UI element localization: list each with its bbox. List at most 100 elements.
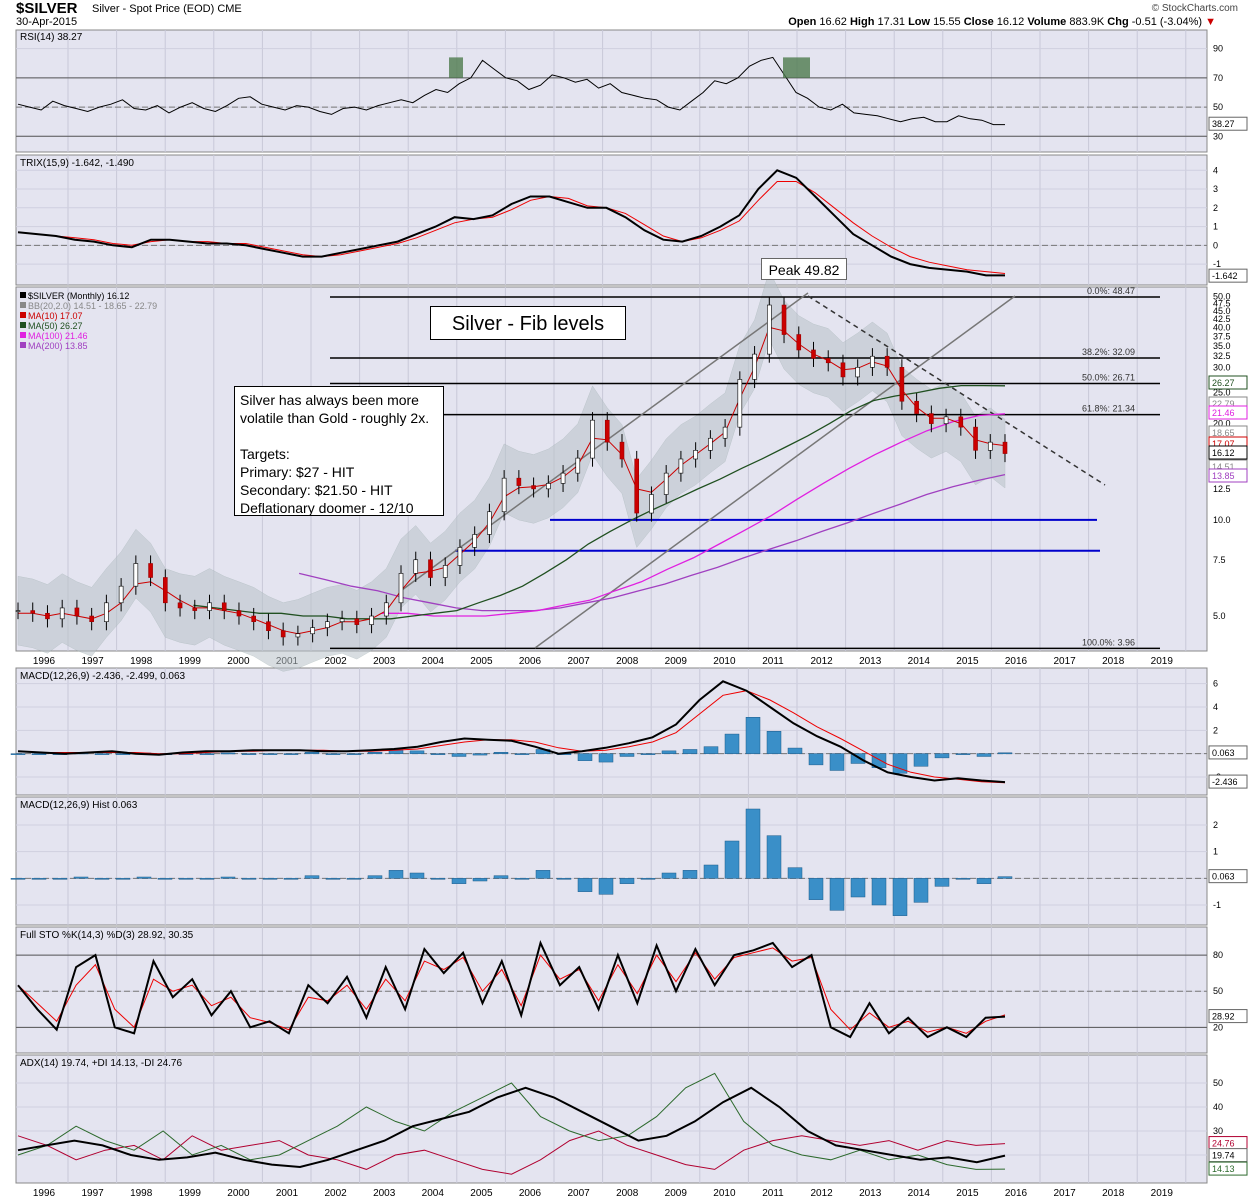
year-tick-label: 2010	[713, 656, 736, 667]
year-tick-label: 2007	[567, 656, 590, 667]
adx-line	[17, 1086, 1006, 1169]
price-bar-body	[251, 615, 257, 622]
price-right-label: 17.07	[1212, 439, 1235, 449]
note-line: Deflationary doomer - 12/10	[240, 500, 414, 516]
downtrend-line	[807, 295, 1106, 486]
hist-bar	[787, 867, 803, 879]
macd-hist-bar	[430, 753, 446, 755]
year-tick-label: 2010	[713, 1188, 736, 1199]
price-bar-body	[737, 379, 743, 428]
price-bar-body	[693, 450, 698, 460]
year-tick-label: 2018	[1102, 1188, 1125, 1199]
year-tick-label: 1996	[33, 656, 56, 667]
price-bar-body	[722, 426, 728, 439]
sto-k-line	[17, 940, 1006, 1039]
price-bar-body	[575, 457, 581, 474]
price-tick-label: 25.0	[1213, 388, 1231, 398]
y-tick-label: 30	[1213, 131, 1223, 141]
year-tick-label: 2013	[859, 656, 882, 667]
year-tick-label: 2012	[810, 1188, 833, 1199]
hist-bar	[514, 878, 530, 880]
macd-hist-last-box	[1208, 745, 1248, 760]
price-bar-body	[472, 534, 477, 548]
macd-last-box	[1208, 774, 1248, 789]
year-tick-label: 1997	[81, 656, 104, 667]
year-tick-label: 2011	[762, 1188, 784, 1199]
hist-bar	[220, 876, 236, 879]
price-bar-body	[74, 607, 80, 617]
price-right-label: 14.51	[1212, 462, 1235, 472]
price-bar-body	[428, 559, 433, 578]
ma100-line	[381, 413, 1006, 617]
year-tick-label: 2008	[616, 1188, 639, 1199]
hist-bar	[157, 878, 173, 880]
year-tick-label: 2006	[519, 656, 542, 667]
trix-line	[17, 169, 1005, 277]
fib-levels-title: Silver - Fib levels	[430, 306, 626, 340]
year-tick-label: 2009	[665, 1188, 688, 1199]
hist-bar	[556, 878, 572, 880]
macd-hist-bar	[346, 753, 362, 755]
year-tick-label: 2014	[908, 1188, 931, 1199]
price-bar-body	[663, 472, 669, 495]
hist-bar	[31, 878, 47, 880]
price-bar-body	[546, 483, 551, 490]
hist-bar	[73, 876, 89, 879]
macd-line	[17, 680, 1006, 784]
y-tick-label: 50	[1213, 1078, 1223, 1088]
adx-plus-di-last-box	[1208, 1161, 1248, 1176]
hist-bar	[640, 878, 656, 880]
price-bar-body	[604, 419, 610, 443]
macd-hist-bar	[241, 753, 257, 755]
y-tick-label: 2	[1213, 820, 1218, 830]
rsi-line	[17, 56, 1005, 126]
price-tick-label: 32.5	[1213, 351, 1231, 361]
hist-bar	[829, 878, 845, 911]
ohlc-readout: Open 16.62 High 17.31 Low 15.55 Close 16…	[788, 16, 1216, 28]
hist-bar	[934, 878, 950, 887]
macd-hist-bar	[10, 753, 26, 755]
macd-hist-bar	[787, 747, 803, 754]
price-bar-body	[15, 610, 21, 612]
y-tick-label: -1	[1213, 900, 1221, 910]
price-bar-body	[236, 610, 242, 617]
hist-bar	[262, 878, 278, 880]
macd-hist-bar	[850, 753, 866, 764]
trix-last-value: -1.642	[1212, 271, 1238, 281]
macd-hist-bar	[304, 752, 320, 754]
y-tick-label: -1	[1213, 259, 1221, 269]
macd-hist-bar	[325, 753, 341, 755]
price-legend-entry: $SILVER (Monthly) 16.12	[28, 291, 129, 301]
macd-hist-bar	[640, 753, 656, 755]
price-right-label: 21.46	[1212, 408, 1235, 418]
hist-bar	[346, 878, 362, 880]
macd-hist-bar	[493, 752, 509, 754]
year-tick-label: 2019	[1151, 656, 1174, 667]
macd-hist-last: 0.063	[1212, 748, 1235, 758]
price-tick-label: 20.0	[1213, 419, 1231, 429]
year-tick-label: 2016	[1005, 656, 1028, 667]
stockcharts-credit: © StockCharts.com	[1151, 3, 1238, 14]
price-bar-body	[163, 577, 168, 604]
price-tick-label: 5.0	[1213, 611, 1226, 621]
macd-hist-bar	[262, 753, 278, 755]
price-bar-body	[590, 419, 595, 459]
price-bar-body	[30, 610, 36, 614]
y-tick-label: 1	[1213, 222, 1218, 232]
price-right-label-box	[1208, 468, 1248, 483]
price-right-label: 22.79	[1212, 399, 1235, 409]
price-bar-body	[501, 477, 507, 513]
hist-bar	[283, 878, 299, 880]
hist-bar	[451, 878, 467, 884]
trix-legend: TRIX(15,9) -1.642, -1.490	[20, 158, 134, 169]
legend-swatch	[20, 342, 26, 348]
price-bar-body	[781, 304, 787, 335]
y-tick-label: 20	[1213, 1022, 1223, 1032]
hist-bar	[241, 878, 257, 880]
hist-bar	[199, 878, 215, 880]
hist-bar	[598, 878, 614, 895]
macd-hist-bar	[220, 752, 236, 755]
panel-background	[15, 1054, 1208, 1184]
panel-background	[15, 154, 1208, 286]
macd-hist-bar	[94, 753, 110, 755]
